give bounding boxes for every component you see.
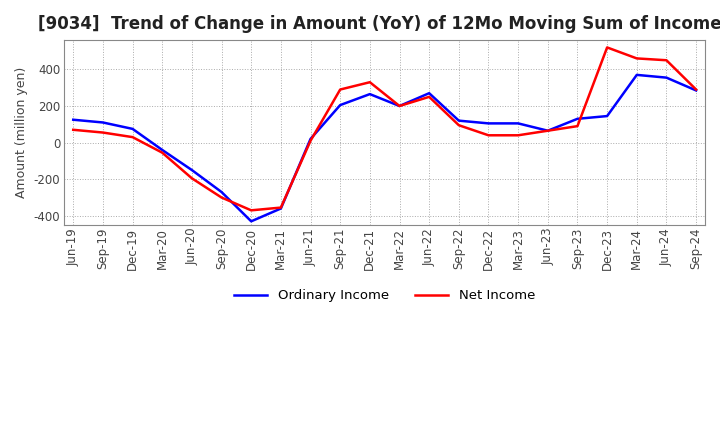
Net Income <box>454 123 463 128</box>
Ordinary Income <box>188 168 197 173</box>
Ordinary Income <box>276 206 285 211</box>
Ordinary Income <box>425 91 433 96</box>
Net Income <box>544 128 552 133</box>
Net Income <box>662 58 671 63</box>
Net Income <box>514 132 523 138</box>
Ordinary Income <box>247 219 256 224</box>
Ordinary Income <box>662 75 671 80</box>
Y-axis label: Amount (million yen): Amount (million yen) <box>15 67 28 198</box>
Ordinary Income <box>217 189 226 194</box>
Ordinary Income <box>69 117 78 122</box>
Net Income <box>573 124 582 129</box>
Ordinary Income <box>632 72 641 77</box>
Net Income <box>366 80 374 85</box>
Ordinary Income <box>484 121 492 126</box>
Net Income <box>188 176 197 181</box>
Net Income <box>336 87 344 92</box>
Ordinary Income <box>692 88 701 93</box>
Net Income <box>69 127 78 132</box>
Net Income <box>276 205 285 210</box>
Net Income <box>425 94 433 99</box>
Ordinary Income <box>544 128 552 133</box>
Ordinary Income <box>573 116 582 121</box>
Ordinary Income <box>454 118 463 123</box>
Ordinary Income <box>128 126 137 132</box>
Ordinary Income <box>366 92 374 97</box>
Title: [9034]  Trend of Change in Amount (YoY) of 12Mo Moving Sum of Incomes: [9034] Trend of Change in Amount (YoY) o… <box>38 15 720 33</box>
Ordinary Income <box>158 147 166 153</box>
Net Income <box>158 150 166 155</box>
Ordinary Income <box>395 103 404 109</box>
Net Income <box>603 45 611 50</box>
Ordinary Income <box>336 103 344 108</box>
Line: Ordinary Income: Ordinary Income <box>73 75 696 221</box>
Legend: Ordinary Income, Net Income: Ordinary Income, Net Income <box>229 283 541 307</box>
Net Income <box>247 208 256 213</box>
Ordinary Income <box>306 136 315 142</box>
Net Income <box>692 87 701 92</box>
Net Income <box>632 56 641 61</box>
Net Income <box>306 138 315 143</box>
Net Income <box>395 103 404 109</box>
Net Income <box>128 135 137 140</box>
Line: Net Income: Net Income <box>73 48 696 210</box>
Net Income <box>217 195 226 200</box>
Ordinary Income <box>514 121 523 126</box>
Ordinary Income <box>603 114 611 119</box>
Ordinary Income <box>99 120 107 125</box>
Net Income <box>99 130 107 135</box>
Net Income <box>484 132 492 138</box>
